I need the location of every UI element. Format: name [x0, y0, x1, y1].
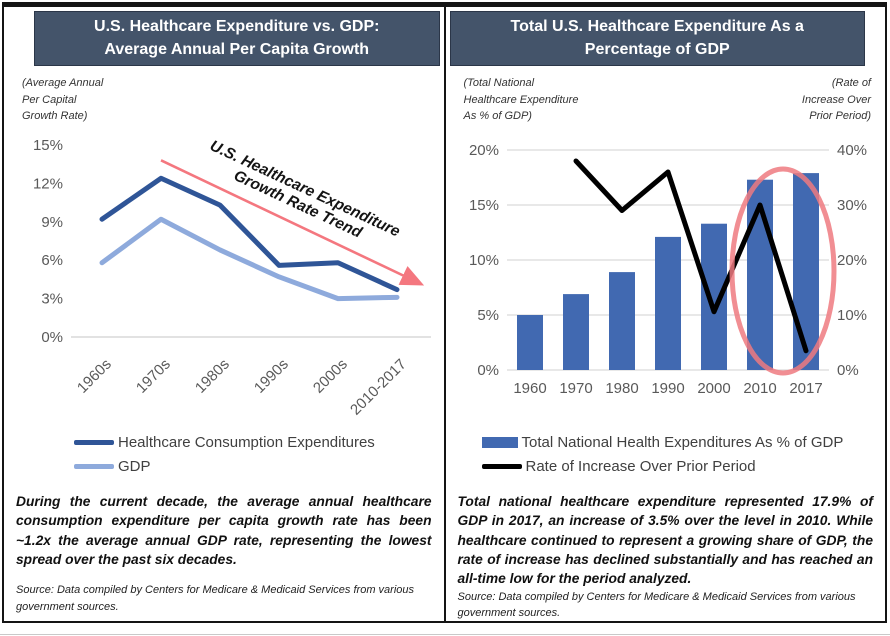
legend-item-healthcare-expenditures: Healthcare Consumption Expenditures	[74, 434, 444, 451]
x-tick-label: 1970s	[133, 356, 174, 397]
series-line-healthcare	[99, 175, 400, 293]
y-tick-label: 15%	[33, 137, 63, 154]
rate-of-increase-line	[573, 158, 808, 354]
right-right-axis-note: (Rate of Increase Over Prior Period)	[802, 75, 871, 125]
right-left-axis-note-line1: (Total National	[463, 77, 535, 90]
y-tick-label: 0%	[41, 329, 63, 346]
left-panel-title: U.S. Healthcare Expenditure vs. GDP: Ave…	[34, 11, 440, 67]
right-right-axis-note-line3: Prior Period)	[809, 110, 871, 123]
left-axis-notes: (Average Annual Per Capital Growth Rate)	[4, 66, 444, 125]
x-tick-label: 1960s	[74, 356, 115, 397]
healthcare-line-swatch	[74, 439, 114, 445]
right-right-axis-note-line2: Increase Over	[801, 93, 871, 106]
x-tick-label: 1990	[651, 380, 684, 397]
figure-frame: U.S. Healthcare Expenditure vs. GDP: Ave…	[2, 2, 887, 623]
right-axis-notes: (Total National Healthcare Expenditure A…	[446, 66, 886, 125]
left-source-text: Source: Data compiled by Centers for Med…	[16, 584, 414, 613]
x-tick-label: 2017	[789, 380, 822, 397]
panel-per-capita-growth: U.S. Healthcare Expenditure vs. GDP: Ave…	[4, 7, 446, 621]
highlight-ellipse	[729, 166, 836, 376]
left-y-tick-label: 0%	[477, 362, 499, 379]
legend-label-total-nhe: Total National Health Expenditures As % …	[521, 433, 844, 451]
rate-line-swatch	[481, 463, 522, 469]
x-tick-label: 2010	[743, 380, 776, 397]
bar-2017	[792, 173, 819, 370]
left-annotation-text: During the current decade, the average a…	[16, 493, 432, 567]
panel-pct-of-gdp: Total U.S. Healthcare Expenditure As a P…	[446, 7, 886, 621]
left-legend: Healthcare Consumption Expenditures GDP	[4, 425, 444, 482]
right-y-tick-label: 30%	[837, 197, 867, 214]
bar-1970	[562, 294, 589, 370]
bar-1960	[516, 314, 543, 370]
left-y-axis-note-line2: Per Capital	[22, 93, 77, 106]
y-tick-label: 3%	[41, 291, 63, 308]
left-y-axis-note-line1: (Average Annual	[22, 77, 104, 90]
left-y-axis-note-line3: Growth Rate)	[22, 110, 88, 123]
right-left-axis-note: (Total National Healthcare Expenditure A…	[464, 75, 579, 125]
left-y-axis-note: (Average Annual Per Capital Growth Rate)	[22, 75, 103, 125]
legend-item-total-nhe: Total National Health Expenditures As % …	[481, 433, 886, 451]
x-tick-label: 2010-2017	[347, 356, 410, 419]
x-tick-label: 1980s	[192, 356, 233, 397]
legend-label-healthcare: Healthcare Consumption Expenditures	[118, 433, 375, 451]
right-source-text: Source: Data compiled by Centers for Med…	[457, 590, 856, 620]
right-panel-title: Total U.S. Healthcare Expenditure As a P…	[449, 11, 865, 67]
right-left-axis-note-line3: As % of GDP)	[463, 110, 532, 123]
bar-1980	[608, 272, 635, 370]
left-chart-area: 0% 3% 6% 9% 12% 15% 1960s 1970s 1980s 1990s 2000s 2…	[4, 125, 444, 425]
left-y-tick-label: 15%	[468, 197, 498, 214]
left-panel-title-line2: Average Annual Per Capita Growth	[104, 40, 370, 58]
left-y-tick-label: 20%	[468, 142, 498, 159]
combo-chart-pct-of-gdp: 0% 5% 10% 15% 20% 0% 10% 20% 30% 40% 1960 1970 1980 1…	[468, 142, 867, 397]
right-y-tick-label: 0%	[837, 362, 859, 379]
left-y-tick-label: 10%	[468, 252, 498, 269]
trend-annotation-label: U.S. Healthcare ExpenditureGrowth Rate T…	[200, 137, 403, 256]
y-tick-label: 6%	[41, 252, 63, 269]
trend-arrow	[160, 159, 425, 286]
right-right-axis-note-line1: (Rate of	[831, 77, 871, 90]
right-y-tick-label: 40%	[837, 142, 867, 159]
legend-item-gdp: GDP	[74, 458, 444, 475]
y-tick-label: 12%	[33, 175, 63, 192]
gdp-line-swatch	[74, 463, 114, 469]
right-legend: Total National Health Expenditures As % …	[446, 425, 886, 482]
right-y-tick-label: 20%	[837, 252, 867, 269]
x-tick-label: 1980	[605, 380, 638, 397]
right-chart-area: 0% 5% 10% 15% 20% 0% 10% 20% 30% 40% 1960 1970 1980 1…	[446, 125, 886, 425]
right-panel-title-line1: Total U.S. Healthcare Expenditure As a	[510, 18, 804, 35]
left-panel-title-line1: U.S. Healthcare Expenditure vs. GDP:	[94, 18, 380, 35]
series-line-gdp	[99, 216, 400, 302]
right-annotation-text: Total national healthcare expenditure re…	[457, 493, 874, 587]
nhe-bar-swatch	[481, 436, 518, 448]
legend-label-gdp: GDP	[118, 457, 151, 475]
left-y-tick-label: 5%	[477, 307, 499, 324]
x-tick-label: 1960	[513, 380, 546, 397]
y-tick-label: 9%	[41, 214, 63, 231]
bar-1990	[654, 236, 681, 370]
right-panel-title-line2: Percentage of GDP	[584, 40, 730, 58]
x-tick-label: 1990s	[251, 356, 292, 397]
x-tick-label: 2000	[697, 380, 730, 397]
right-left-axis-note-line2: Healthcare Expenditure	[463, 93, 579, 106]
line-chart-per-capita-growth: 0% 3% 6% 9% 12% 15% 1960s 1970s 1980s 1990s 2000s2…	[33, 137, 431, 419]
legend-label-rate-of-increase: Rate of Increase Over Prior Period	[525, 457, 756, 475]
right-y-tick-label: 10%	[837, 307, 867, 324]
legend-item-rate-of-increase: Rate of Increase Over Prior Period	[481, 457, 886, 475]
bottom-hairline	[0, 634, 890, 635]
x-tick-label: 1970	[559, 380, 592, 397]
x-tick-label: 2000s	[310, 356, 351, 397]
